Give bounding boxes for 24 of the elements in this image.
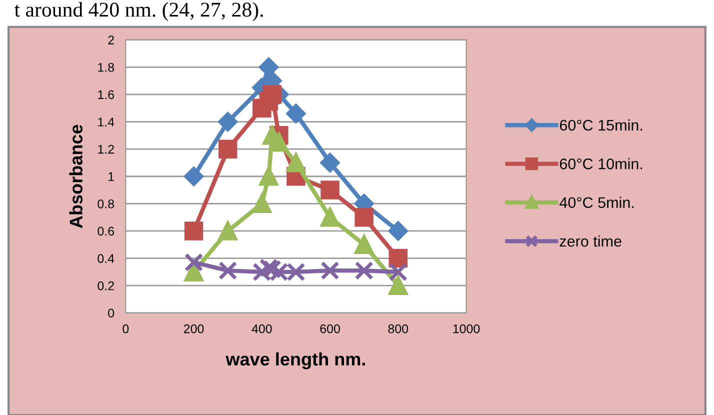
x-tick-label: 800 — [388, 324, 408, 334]
y-axis-title: Absorbance — [69, 124, 82, 228]
y-tick-label: 0.2 — [98, 281, 114, 290]
x-tick-label: 200 — [184, 324, 204, 334]
y-tick-label: 1.2 — [98, 144, 114, 154]
x-tick-label: 400 — [252, 324, 272, 334]
legend-label: 60°C 10min. — [560, 158, 642, 170]
y-tick-label: 1.6 — [98, 90, 114, 100]
text: t around 420 nm. (24, 27, 28). — [14, 2, 263, 21]
y-tick-label: 1.8 — [98, 62, 114, 72]
x-tick-label: 1000 — [453, 324, 480, 334]
legend-label: 40°C 5min. — [560, 196, 634, 208]
x-tick-label: 0 — [122, 324, 129, 334]
x-tick-label: 600 — [320, 324, 340, 334]
y-tick-label: 0.8 — [98, 199, 114, 208]
legend-label: 60°C 15min. — [560, 119, 642, 131]
legend-label: zero time — [560, 235, 622, 247]
y-tick-label: 1.4 — [98, 118, 114, 126]
y-tick-label: 0.6 — [98, 226, 114, 236]
y-tick-label: 0 — [108, 308, 114, 318]
x-axis-title: wave length nm. — [226, 352, 365, 370]
y-tick-label: 2 — [108, 36, 114, 44]
y-tick-label: 1 — [108, 172, 114, 181]
y-tick-label: 0.4 — [98, 254, 114, 263]
